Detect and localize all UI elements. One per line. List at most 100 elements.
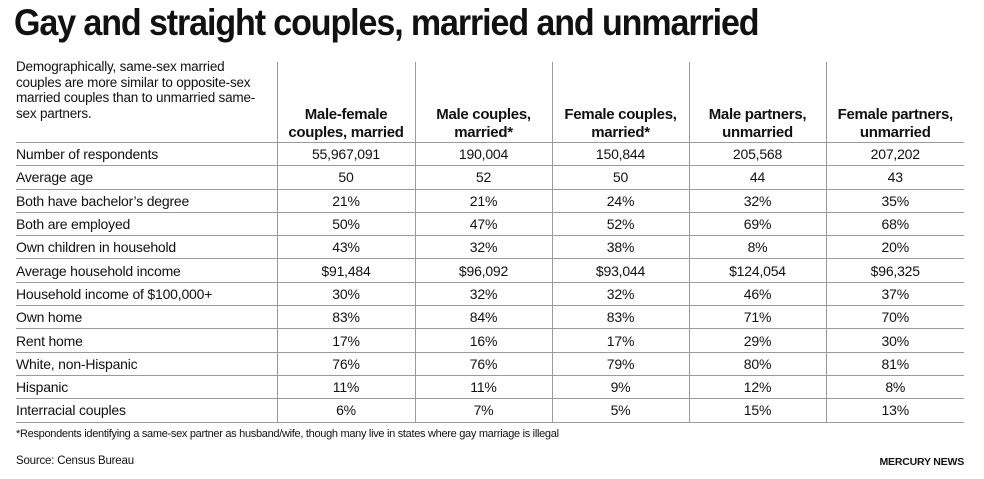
column-header-label: Male-female couples, married: [288, 106, 404, 141]
table-cell: 32%: [551, 282, 689, 307]
page-title: Gay and straight couples, married and un…: [14, 2, 760, 43]
table-cell: 52: [414, 165, 552, 190]
table-cell: 55,967,091: [276, 142, 415, 167]
table-cell: 83%: [551, 305, 689, 330]
table-cell: 9%: [551, 375, 689, 400]
table-cell: 32%: [414, 282, 552, 307]
row-label: Average age: [16, 165, 277, 190]
brand-logo: MERCURY NEWS: [879, 456, 964, 468]
table-cell: 84%: [414, 305, 552, 330]
table-cell: 69%: [688, 212, 826, 237]
table-cell: $96,325: [825, 258, 964, 283]
table-cell: 83%: [276, 305, 415, 330]
table-body: Number of respondents 55,967,091 190,004 15…: [16, 142, 964, 423]
table-cell: 46%: [688, 282, 826, 307]
table-cell: 6%: [276, 398, 415, 423]
table-cell: 50%: [276, 212, 415, 237]
table-cell: 16%: [414, 328, 552, 353]
table-cell: 17%: [551, 328, 689, 353]
table-cell: 17%: [276, 328, 415, 353]
row-label: White, non-Hispanic: [16, 352, 277, 376]
row-label: Household income of $100,000+: [16, 282, 277, 307]
row-label: Number of respondents: [16, 142, 277, 167]
table-cell: 37%: [825, 282, 964, 307]
table-cell: 21%: [276, 189, 415, 213]
row-label: Own children in household: [16, 235, 277, 260]
table-row: Average age 50 52 50 44 43: [16, 165, 964, 190]
table-cell: 71%: [688, 305, 826, 330]
table-cell: 20%: [825, 235, 964, 260]
data-table: Male-female couples, married Male couple…: [16, 62, 964, 423]
table-cell: 11%: [414, 375, 552, 400]
column-header: Male-female couples, married: [276, 62, 415, 143]
table-cell: 50: [551, 165, 689, 190]
table-cell: 79%: [551, 352, 689, 376]
column-header-label: Male couples, married*: [436, 106, 531, 141]
table-cell: 12%: [688, 375, 826, 400]
row-label: Average household income: [16, 258, 277, 283]
column-header: Male partners, unmarried: [688, 62, 826, 143]
table-row: Both have bachelor’s degree 21% 21% 24% 32% 3…: [16, 189, 964, 213]
table-cell: 190,004: [414, 142, 552, 167]
column-header: Male couples, married*: [414, 62, 552, 143]
table-cell: 207,202: [825, 142, 964, 167]
table-row: Both are employed 50% 47% 52% 69% 68%: [16, 212, 964, 237]
table-row: Own children in household 43% 32% 38% 8% 20%: [16, 235, 964, 260]
table-row: Number of respondents 55,967,091 190,004 15…: [16, 142, 964, 167]
table-cell: 24%: [551, 189, 689, 213]
table-row: Own home 83% 84% 83% 71% 70%: [16, 305, 964, 330]
table-cell: 150,844: [551, 142, 689, 167]
table-row: Interracial couples 6% 7% 5% 15% 13%: [16, 398, 964, 423]
header-row: Male-female couples, married Male couple…: [16, 62, 964, 143]
row-label: Both are employed: [16, 212, 277, 237]
table-cell: $124,054: [688, 258, 826, 283]
source-credit: Source: Census Bureau: [16, 455, 134, 467]
column-header-label: Female partners, unmarried: [837, 106, 954, 141]
table-cell: 21%: [414, 189, 552, 213]
row-label: Both have bachelor’s degree: [16, 189, 277, 213]
table-row: White, non-Hispanic 76% 76% 79% 80% 81%: [16, 352, 964, 376]
row-label: Own home: [16, 305, 277, 330]
table-cell: 30%: [825, 328, 964, 353]
table-cell: 70%: [825, 305, 964, 330]
row-label: Rent home: [16, 328, 277, 353]
table-row: Household income of $100,000+ 30% 32% 32% 46…: [16, 282, 964, 307]
table-cell: 76%: [276, 352, 415, 376]
table-row: Average household income $91,484 $96,092 $9…: [16, 258, 964, 283]
row-label: Interracial couples: [16, 398, 277, 423]
table-cell: 43: [825, 165, 964, 190]
table-cell: 52%: [551, 212, 689, 237]
footnote: *Respondents identifying a same-sex part…: [16, 428, 559, 440]
column-header-label: Male partners, unmarried: [708, 106, 807, 141]
column-header-label: Female couples, married*: [564, 106, 677, 141]
table-cell: 80%: [688, 352, 826, 376]
table-cell: 8%: [688, 235, 826, 260]
table-cell: 5%: [551, 398, 689, 423]
table-cell: $96,092: [414, 258, 552, 283]
table-cell: 15%: [688, 398, 826, 423]
table-cell: 32%: [414, 235, 552, 260]
table-cell: 35%: [825, 189, 964, 213]
table-row: Hispanic 11% 11% 9% 12% 8%: [16, 375, 964, 400]
table-cell: 11%: [276, 375, 415, 400]
table-cell: 30%: [276, 282, 415, 307]
table-cell: 32%: [688, 189, 826, 213]
column-header: Female couples, married*: [551, 62, 689, 143]
table-cell: 38%: [551, 235, 689, 260]
table-cell: $93,044: [551, 258, 689, 283]
table-cell: $91,484: [276, 258, 415, 283]
table-cell: 7%: [414, 398, 552, 423]
table-cell: 44: [688, 165, 826, 190]
table-row: Rent home 17% 16% 17% 29% 30%: [16, 328, 964, 353]
table-cell: 68%: [825, 212, 964, 237]
row-label: Hispanic: [16, 375, 277, 400]
table-cell: 50: [276, 165, 415, 190]
table-cell: 13%: [825, 398, 964, 423]
table-cell: 29%: [688, 328, 826, 353]
column-header: Female partners, unmarried: [825, 62, 964, 143]
table-cell: 47%: [414, 212, 552, 237]
table-cell: 205,568: [688, 142, 826, 167]
table-cell: 43%: [276, 235, 415, 260]
table-cell: 81%: [825, 352, 964, 376]
table-cell: 8%: [825, 375, 964, 400]
